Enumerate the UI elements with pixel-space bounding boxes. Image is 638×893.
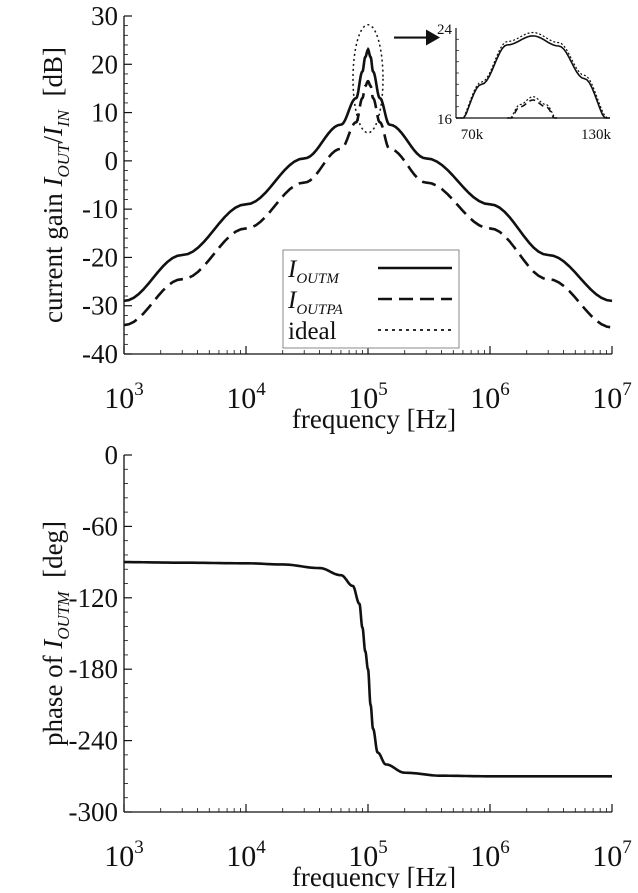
gain-chart: 30 20 10 0 -10 -20 -30 -40 103 104 105 106 107 freque… <box>38 1 632 434</box>
inset-y-tick-label: 24 <box>437 22 453 38</box>
x-tick-label: 105 <box>348 379 388 415</box>
series-line-dashed <box>123 79 613 329</box>
y-tick-label: 0 <box>105 146 119 176</box>
x-tick-label: 103 <box>104 379 144 415</box>
x-tick-label: 104 <box>226 837 266 873</box>
y-tick-label: -40 <box>82 339 118 369</box>
x-tick-label: 107 <box>592 379 632 415</box>
inset-arrow-head <box>426 29 440 46</box>
x-tick-label: 104 <box>226 379 266 415</box>
y-tick-label: -240 <box>69 726 119 756</box>
y-tick-label: 20 <box>91 49 118 79</box>
x-tick-label: 105 <box>348 837 388 873</box>
inset-y-tick-label: 16 <box>437 112 453 128</box>
y-tick-label: 10 <box>91 98 118 128</box>
x-tick-label: 106 <box>470 379 510 415</box>
x-tick-label: 103 <box>104 837 144 873</box>
y-tick-label: -20 <box>82 242 118 272</box>
x-tick-label: 107 <box>592 837 632 873</box>
x-tick-label: 106 <box>470 837 510 873</box>
x-axis-title: frequency [Hz] <box>292 404 456 434</box>
peak-highlight-ellipse <box>352 24 384 134</box>
inset-x-tick-label: 70k <box>461 127 484 143</box>
y-tick-label: -10 <box>82 194 118 224</box>
y-tick-label: -120 <box>69 583 119 613</box>
y-tick-label: -300 <box>69 797 119 827</box>
inset-series-line <box>507 96 559 119</box>
series-line-dotted <box>123 47 613 302</box>
x-axis-title: frequency [Hz] <box>292 862 456 888</box>
inset-x-tick-label: 130k <box>581 127 612 143</box>
inset-series-line <box>456 35 610 119</box>
y-axis-title: current gain IOUT/IIN [dB] <box>38 47 73 323</box>
inset-series-line <box>507 99 559 119</box>
legend-label: ideal <box>288 318 337 345</box>
legend-label: IOUTM <box>287 256 340 287</box>
y-tick-label: 0 <box>105 440 119 470</box>
y-tick-label: -60 <box>82 511 118 541</box>
y-tick-label: -30 <box>82 291 118 321</box>
phase-chart: 0 -60 -120 -180 -240 -300 103 104 105 106 107 frequ… <box>38 440 632 892</box>
y-axis-title: phase of IOUTM [deg] <box>38 521 73 746</box>
legend-label: IOUTPA <box>287 287 344 318</box>
inset-chart: 24 16 70k 130k <box>437 22 612 143</box>
y-tick-label: 30 <box>91 1 118 31</box>
y-tick-label: -180 <box>69 654 119 684</box>
series-line-solid <box>123 560 612 778</box>
inset-series-line <box>456 31 610 119</box>
